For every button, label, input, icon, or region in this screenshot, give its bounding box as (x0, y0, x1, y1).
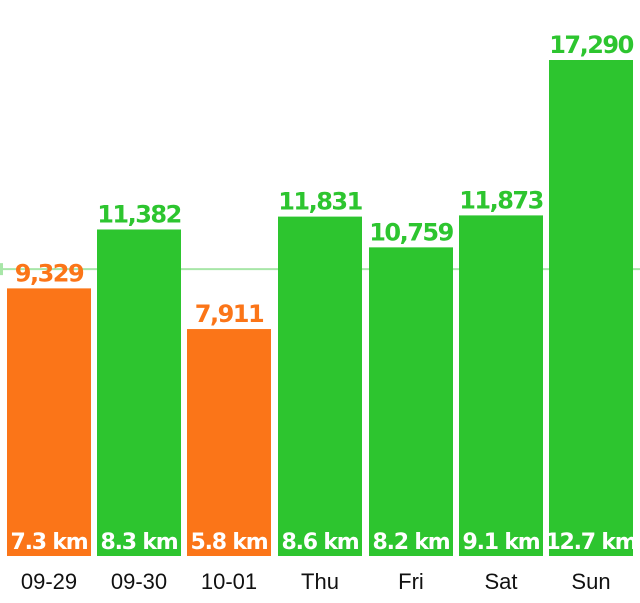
distance-label-09-29: 7.3 km (11, 530, 88, 555)
value-label-Sun: 17,290 (549, 31, 633, 59)
value-label-09-29: 9,329 (15, 259, 84, 287)
bar-Thu[interactable] (278, 216, 362, 556)
bar-Fri[interactable] (369, 247, 453, 556)
category-label-10-01: 10-01 (201, 569, 257, 594)
distance-label-Sun: 12.7 km (545, 530, 636, 555)
bar-09-30[interactable] (97, 229, 181, 556)
value-label-Sat: 11,873 (459, 186, 543, 214)
category-label-09-29: 09-29 (21, 569, 77, 594)
bar-09-29[interactable] (7, 288, 91, 556)
category-label-Sat: Sat (484, 569, 517, 594)
distance-label-Fri: 8.2 km (373, 530, 450, 555)
goal-line-marker (0, 263, 3, 276)
distance-label-Sat: 9.1 km (463, 530, 540, 555)
category-label-Sun: Sun (571, 569, 610, 594)
bar-10-01[interactable] (187, 329, 271, 556)
bar-Sat[interactable] (459, 215, 543, 556)
bar-Sun[interactable] (549, 60, 633, 556)
category-label-Fri: Fri (398, 569, 424, 594)
value-label-09-30: 11,382 (97, 200, 181, 228)
distance-label-10-01: 5.8 km (191, 530, 268, 555)
value-label-Fri: 10,759 (369, 218, 453, 246)
distance-label-09-30: 8.3 km (101, 530, 178, 555)
value-label-Thu: 11,831 (278, 188, 362, 216)
category-label-09-30: 09-30 (111, 569, 167, 594)
distance-label-Thu: 8.6 km (282, 530, 359, 555)
value-label-10-01: 7,911 (195, 300, 264, 328)
category-label-Thu: Thu (301, 569, 339, 594)
